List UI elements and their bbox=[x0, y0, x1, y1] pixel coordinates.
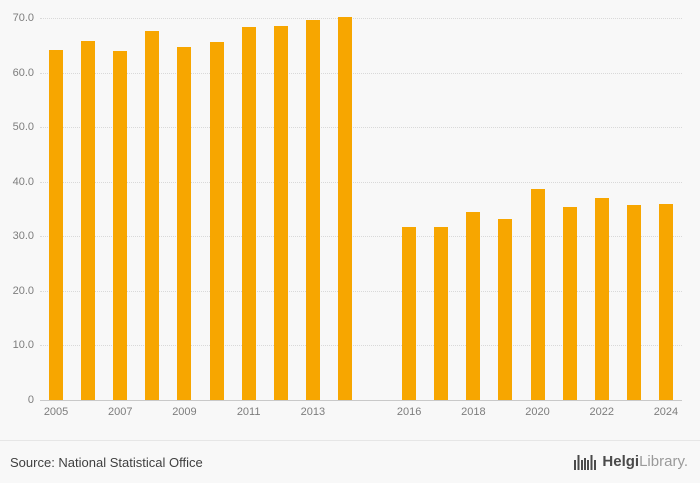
x-tick-label: 2024 bbox=[653, 406, 679, 418]
bridge-logo-icon bbox=[574, 454, 597, 470]
x-tick-label: 2020 bbox=[525, 406, 550, 418]
bar-2020 bbox=[530, 188, 545, 400]
bar-2007 bbox=[113, 50, 128, 400]
gridline bbox=[40, 236, 682, 238]
bar-2008 bbox=[145, 31, 160, 400]
bar-2011 bbox=[241, 26, 256, 400]
y-tick-label: 40.0 bbox=[12, 175, 34, 188]
y-tick-label: 30.0 bbox=[12, 230, 34, 243]
x-tick-label: 2022 bbox=[589, 406, 614, 418]
logo-text-helgi: Helgi bbox=[602, 453, 640, 470]
chart-footer: Source: National Statistical Office Helg… bbox=[0, 440, 700, 483]
bar-chart: 0 10.0 20.0 30.0 40.0 50.0 60.0 70.0 2005 2007 200… bbox=[13, 12, 682, 418]
bar-2021 bbox=[562, 207, 577, 400]
logo-text: HelgiLibrary. bbox=[602, 453, 688, 471]
y-tick-label: 0 bbox=[27, 394, 34, 406]
x-tick-label: 2005 bbox=[43, 406, 69, 418]
bar-2019 bbox=[498, 218, 513, 400]
gridline bbox=[40, 72, 682, 74]
bar-2013 bbox=[305, 19, 320, 400]
x-axis-line bbox=[40, 400, 682, 401]
gridline bbox=[40, 345, 682, 347]
bar-2009 bbox=[177, 46, 192, 400]
x-tick-label: 2016 bbox=[396, 406, 422, 418]
plot-area: 0 10.0 20.0 30.0 40.0 50.0 60.0 70.0 2005 2007 200… bbox=[13, 12, 682, 418]
x-tick-label: 2018 bbox=[461, 406, 486, 418]
bar-2006 bbox=[81, 40, 96, 400]
bar-2012 bbox=[273, 26, 288, 400]
x-tick-label: 2011 bbox=[236, 406, 261, 418]
y-tick-label: 10.0 bbox=[12, 339, 34, 352]
y-tick-label: 20.0 bbox=[12, 284, 34, 297]
source-text: Source: National Statistical Office bbox=[10, 454, 203, 470]
gridline bbox=[40, 127, 682, 129]
gridline bbox=[40, 18, 682, 19]
bar-2005 bbox=[49, 49, 64, 400]
bar-2010 bbox=[209, 42, 224, 400]
gridline bbox=[40, 290, 682, 292]
helgilibrary-logo: HelgiLibrary. bbox=[574, 453, 688, 471]
bar-2023 bbox=[626, 204, 641, 400]
x-tick-label: 2007 bbox=[108, 406, 133, 418]
y-tick-label: 60.0 bbox=[12, 66, 34, 79]
bar-2016 bbox=[402, 227, 417, 400]
bar-2017 bbox=[434, 227, 449, 400]
x-tick-label: 2009 bbox=[172, 406, 197, 418]
x-tick-label: 2013 bbox=[300, 406, 326, 418]
bar-2018 bbox=[466, 212, 481, 400]
y-tick-label: 50.0 bbox=[12, 121, 34, 134]
bar-2014 bbox=[337, 16, 352, 400]
logo-text-library: Library. bbox=[639, 453, 688, 470]
y-tick-label: 70.0 bbox=[12, 12, 34, 24]
bar-2024 bbox=[658, 203, 673, 400]
gridline bbox=[40, 181, 682, 183]
bar-2022 bbox=[594, 198, 609, 400]
